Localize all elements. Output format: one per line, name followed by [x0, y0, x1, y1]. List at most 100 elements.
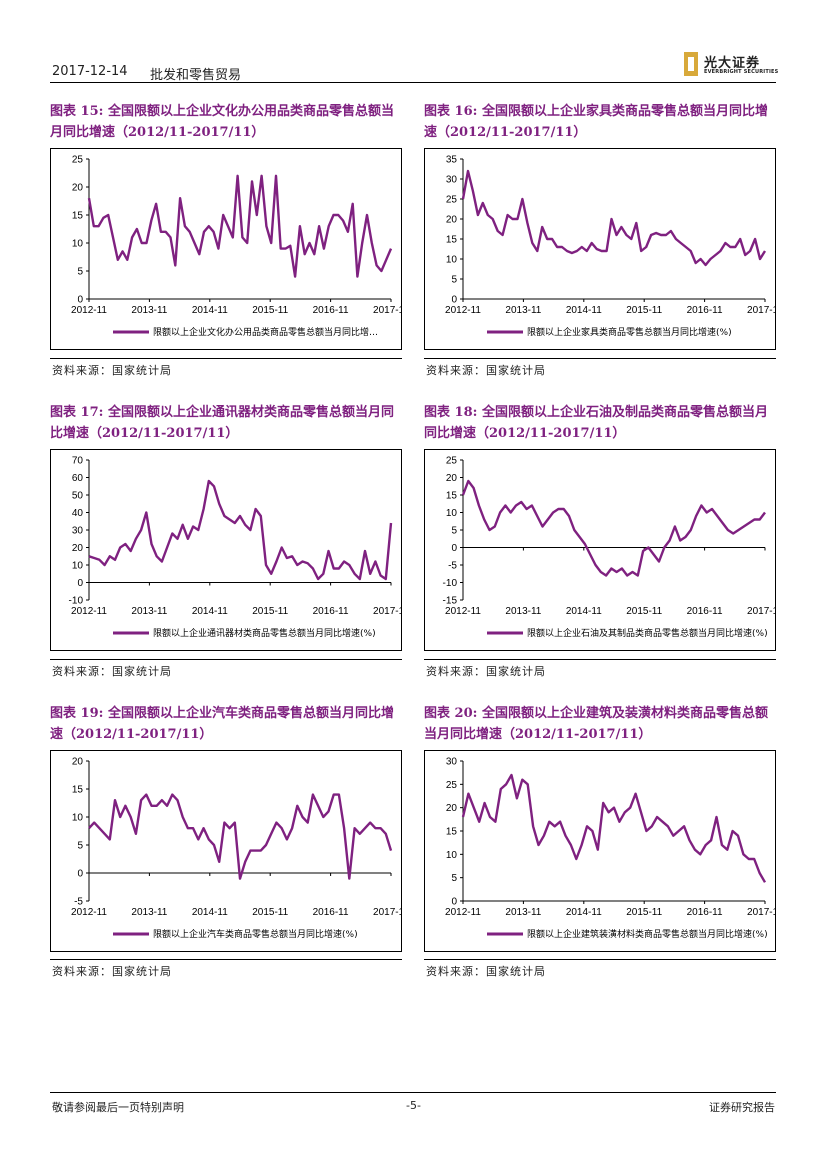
brand-logo: 光大证券 EVERBRIGHT SECURITIES — [684, 52, 779, 80]
x-tick-label: 2016-11 — [313, 907, 349, 918]
chart-title-text-c20: 全国限额以上企业建筑及装潢材料类商品零售总额当月同比增速（2012/11-201… — [424, 706, 768, 742]
chart-source-c15: 资料来源：国家统计局 — [52, 364, 172, 377]
x-tick-label: 2012-11 — [445, 907, 481, 918]
y-tick-label: 30 — [72, 526, 84, 537]
y-tick-label: -5 — [74, 897, 83, 908]
x-tick-label: 2012-11 — [71, 606, 107, 617]
series-line-c15 — [87, 174, 393, 278]
y-tick-label: 0 — [77, 869, 83, 880]
series-line-c19 — [88, 793, 393, 880]
x-tick-label: 2015-11 — [252, 305, 288, 316]
chart-svg-c17: -10 0 10 20 30 40 50 60 70 2012-11 2013-11 2014-11 2… — [69, 456, 401, 640]
y-tick-label: 0 — [77, 295, 83, 306]
chart-title-c17: 图表 17: 全国限额以上企业通讯器材类商品零售总额当月同比增速（2012/11… — [50, 402, 402, 444]
chart-source-c18: 资料来源：国家统计局 — [426, 665, 546, 678]
y-tick-label: 5 — [451, 526, 457, 537]
source-divider — [424, 659, 776, 660]
y-tick-label: 25 — [446, 456, 458, 467]
y-tick-label: 10 — [72, 561, 84, 572]
x-tick-label: 2014-11 — [192, 907, 228, 918]
x-tick-label: 2013-11 — [131, 606, 167, 617]
chart-svg-c16: 0 5 10 15 20 25 30 35 2012-11 2013-11 2014-11 2015-… — [445, 155, 775, 339]
chart-source-c17: 资料来源：国家统计局 — [52, 665, 172, 678]
x-tick-label: 2012-11 — [71, 907, 107, 918]
y-tick-label: 20 — [446, 473, 458, 484]
y-tick-label: 20 — [446, 215, 458, 226]
y-tick-label: 50 — [72, 491, 84, 502]
y-tick-label: 30 — [446, 757, 458, 768]
x-tick-label: 2015-11 — [252, 907, 288, 918]
page-number: -5- — [406, 1099, 421, 1112]
chart-source-c20: 资料来源：国家统计局 — [426, 965, 546, 978]
header-divider — [50, 82, 776, 83]
footer-divider — [50, 1092, 776, 1093]
x-tick-label: 2013-11 — [131, 907, 167, 918]
x-tick-label: 2015-11 — [252, 606, 288, 617]
y-tick-label: 70 — [72, 456, 84, 467]
y-tick-label: 35 — [446, 155, 458, 166]
source-divider — [50, 358, 402, 359]
x-tick-label: 2017-11 — [747, 305, 775, 316]
y-tick-label: 20 — [72, 543, 84, 554]
x-tick-label: 2014-11 — [566, 907, 602, 918]
x-tick-label: 2017-11 — [747, 907, 775, 918]
y-tick-label: 15 — [72, 785, 84, 796]
chart-frame-c15: 0 5 10 15 20 25 2012-11 2013-11 2014-11 2015-11 20… — [50, 148, 402, 350]
footer-report-type: 证券研究报告 — [709, 1101, 775, 1114]
report-section: 批发和零售贸易 — [150, 68, 242, 83]
y-tick-label: 25 — [72, 155, 84, 166]
y-tick-label: -15 — [443, 596, 458, 607]
chart-title-text-c19: 全国限额以上企业汽车类商品零售总额当月同比增速（2012/11-2017/11） — [50, 706, 394, 742]
y-tick-label: 0 — [451, 295, 457, 306]
series-line-c16 — [461, 169, 767, 267]
source-divider — [50, 959, 402, 960]
x-tick-label: 2012-11 — [445, 305, 481, 316]
x-tick-label: 2014-11 — [192, 606, 228, 617]
chart-title-c18: 图表 18: 全国限额以上企业石油及制品类商品零售总额当月同比增速（2012/1… — [424, 402, 776, 444]
legend-label: 限额以上企业家具类商品零售总额当月同比增速(%) — [527, 326, 732, 338]
chart-source-c16: 资料来源：国家统计局 — [426, 364, 546, 377]
legend-label: 限额以上企业石油及其制品类商品零售总额当月同比增速(%) — [527, 627, 768, 639]
source-divider — [50, 659, 402, 660]
x-tick-label: 2015-11 — [626, 606, 662, 617]
y-tick-label: 10 — [446, 508, 458, 519]
chart-number-c17: 图表 17: — [50, 405, 108, 420]
chart-title-text-c17: 全国限额以上企业通讯器材类商品零售总额当月同比增速（2012/11-2017/1… — [50, 405, 394, 441]
y-tick-label: 30 — [446, 175, 458, 186]
x-tick-label: 2014-11 — [566, 606, 602, 617]
chart-frame-c18: -15 -10 -5 0 5 10 15 20 25 2012-11 2013-11 2014-11 2… — [424, 449, 776, 651]
y-tick-label: 25 — [446, 195, 458, 206]
chart-frame-c19: -5 0 5 10 15 20 2012-11 2013-11 2014-11 2015-11 20… — [50, 750, 402, 952]
y-tick-label: 20 — [72, 757, 84, 768]
x-tick-label: 2016-11 — [313, 606, 349, 617]
y-tick-label: 5 — [451, 873, 457, 884]
y-tick-label: 15 — [72, 211, 84, 222]
x-tick-label: 2017-11 — [373, 606, 401, 617]
x-tick-label: 2016-11 — [687, 907, 723, 918]
source-divider — [424, 358, 776, 359]
y-tick-label: 0 — [451, 897, 457, 908]
x-tick-label: 2014-11 — [192, 305, 228, 316]
legend-label: 限额以上企业建筑装潢材料类商品零售总额当月同比增速(%) — [527, 928, 768, 940]
x-tick-label: 2017-11 — [373, 907, 401, 918]
source-divider — [424, 959, 776, 960]
x-tick-label: 2013-11 — [131, 305, 167, 316]
y-tick-label: 10 — [72, 813, 84, 824]
chart-svg-c19: -5 0 5 10 15 20 2012-11 2013-11 2014-11 2015-11 20… — [71, 757, 401, 941]
chart-frame-c16: 0 5 10 15 20 25 30 35 2012-11 2013-11 2014-11 2015-… — [424, 148, 776, 350]
x-tick-label: 2016-11 — [687, 305, 723, 316]
y-tick-label: 25 — [446, 780, 458, 791]
chart-frame-c20: 0 5 10 15 20 25 30 2012-11 2013-11 2014-11 2015-11… — [424, 750, 776, 952]
chart-title-c20: 图表 20: 全国限额以上企业建筑及装潢材料类商品零售总额当月同比增速（2012… — [424, 703, 776, 745]
y-tick-label: 5 — [77, 267, 83, 278]
chart-title-c19: 图表 19: 全国限额以上企业汽车类商品零售总额当月同比增速（2012/11-2… — [50, 703, 402, 745]
logo-mark-icon — [684, 52, 698, 76]
y-tick-label: 0 — [451, 543, 457, 554]
y-tick-label: -10 — [69, 596, 84, 607]
x-tick-label: 2015-11 — [626, 907, 662, 918]
y-tick-label: 10 — [446, 850, 458, 861]
y-tick-label: 15 — [446, 491, 458, 502]
x-tick-label: 2013-11 — [505, 305, 541, 316]
y-tick-label: 20 — [446, 803, 458, 814]
series-line-c17 — [88, 479, 393, 581]
